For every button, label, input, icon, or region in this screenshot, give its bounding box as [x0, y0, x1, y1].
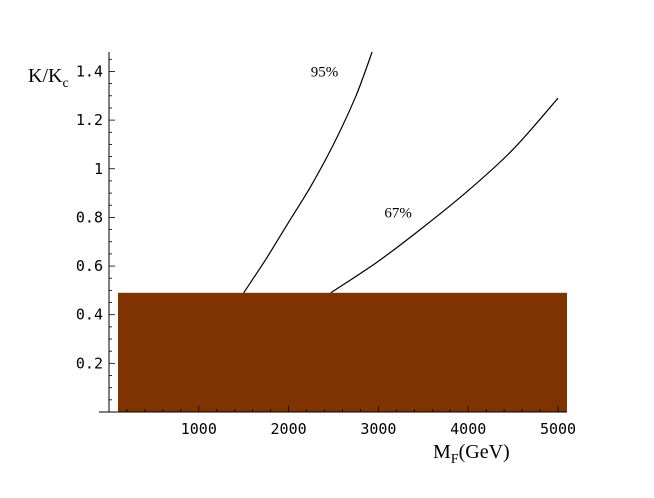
series-line-1	[330, 97, 559, 294]
x-tick-label: 1000	[181, 420, 217, 438]
y-tick-label: 1.2	[76, 111, 103, 129]
y-tick-label: 0.6	[76, 257, 103, 275]
y-tick-label: 0.4	[76, 306, 103, 324]
curve-label-1: 67%	[384, 205, 412, 221]
axes	[99, 52, 567, 413]
y-tick-label: 1.4	[76, 62, 103, 80]
excluded-region	[117, 292, 567, 412]
x-tick-label: 2000	[271, 420, 307, 438]
x-tick-label: 4000	[450, 420, 486, 438]
ticks: 1000 2000 3000 4000 5000 0.2 0.4 0.6 0.8 1 1.2 1.4	[76, 58, 576, 438]
y-tick-label: 0.8	[76, 208, 103, 226]
annotations: 95% 67%	[311, 64, 412, 221]
x-axis-label: MF(GeV)	[433, 441, 510, 467]
x-tick-label: 3000	[360, 420, 396, 438]
y-tick-label: 1	[94, 160, 103, 178]
series-layer	[243, 51, 559, 294]
x-tick-label: 5000	[540, 420, 576, 438]
series-line-0	[243, 51, 373, 294]
curve-label-0: 95%	[311, 64, 339, 80]
y-axis-label: K/Kc	[28, 65, 69, 91]
y-tick-label: 0.2	[76, 354, 103, 372]
excluded-region-layer	[117, 292, 567, 412]
